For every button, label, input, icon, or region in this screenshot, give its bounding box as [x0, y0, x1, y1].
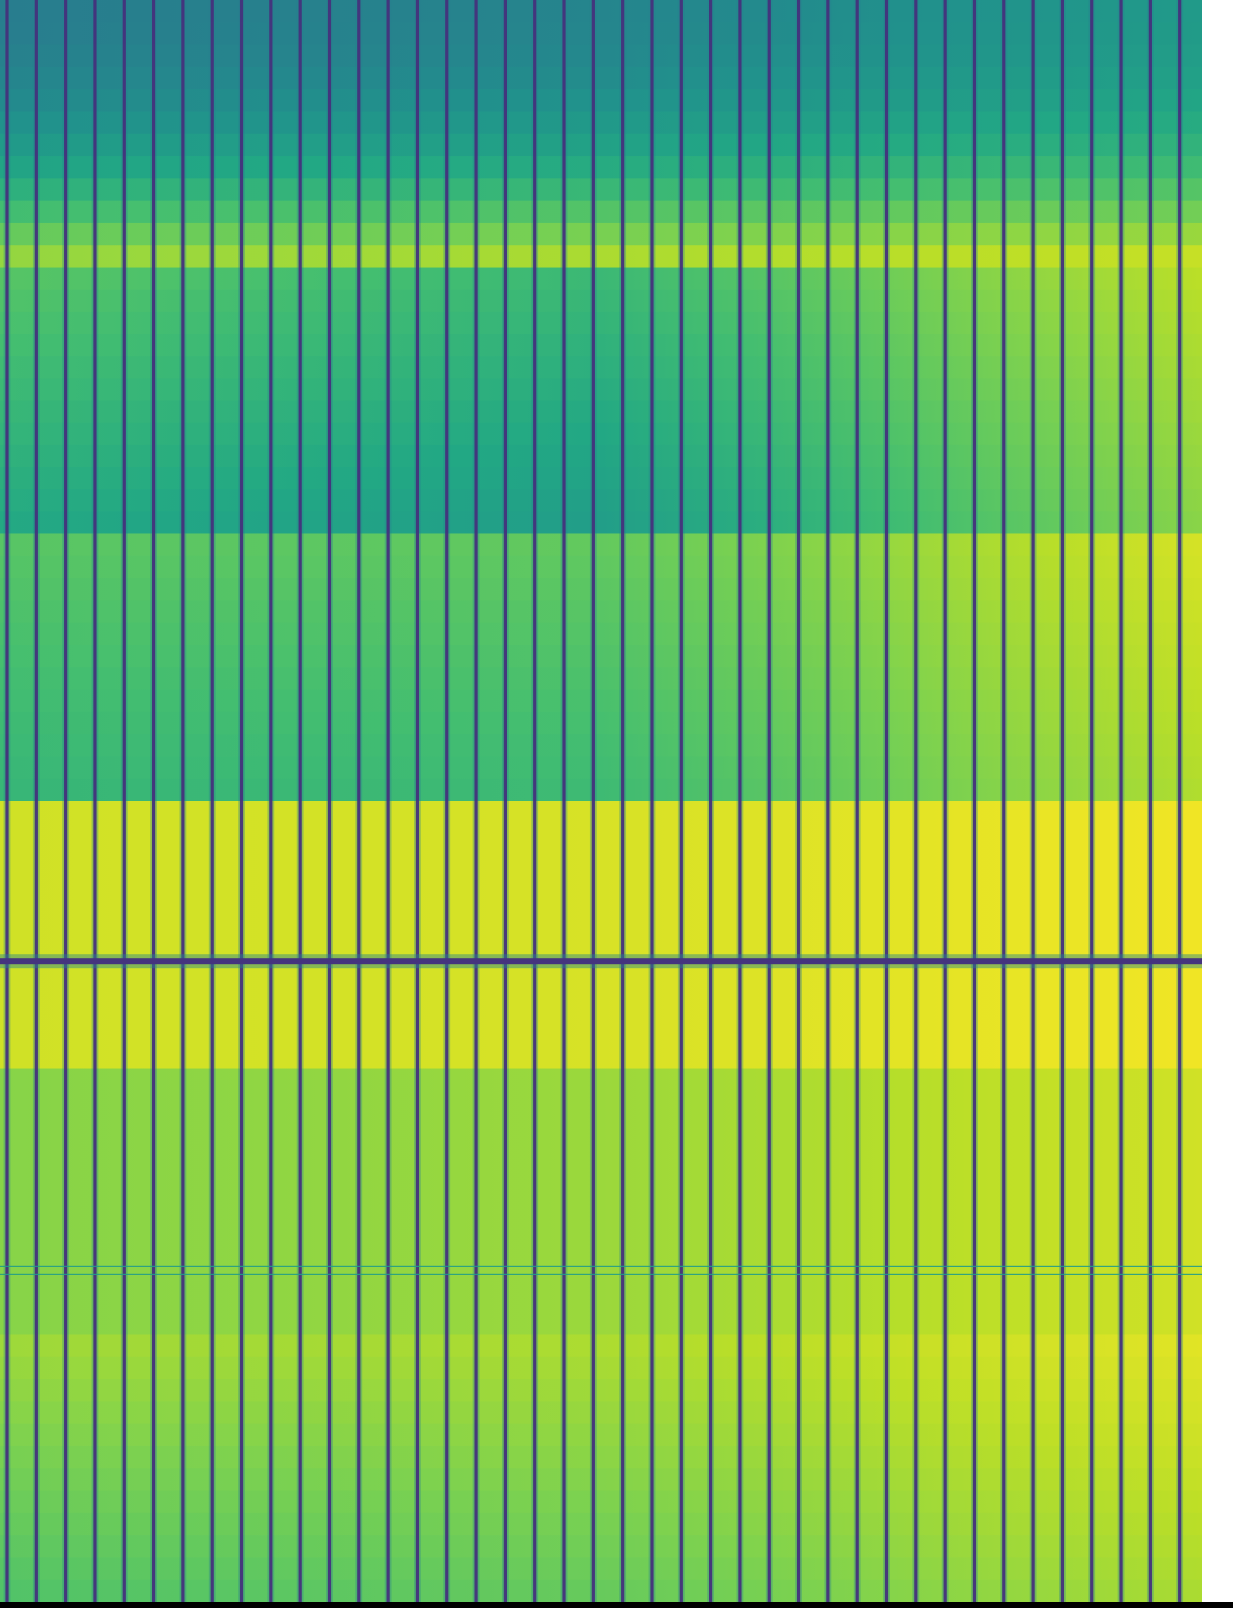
column-minimum-line [181, 0, 185, 1602]
column-minimum-line [1090, 0, 1094, 1602]
column-minimum-line [1060, 0, 1065, 1602]
column-minimum-line [796, 0, 801, 1602]
column-minimum-line [474, 0, 478, 1602]
column-minimum-line [357, 0, 361, 1602]
column-minimum-line [269, 0, 273, 1602]
column-minimum-line [210, 0, 214, 1602]
column-minimum-line [386, 0, 390, 1602]
column-minimum-line [914, 0, 918, 1602]
column-minimum-line [767, 0, 771, 1602]
row-faint-line [0, 1273, 1202, 1275]
column-minimum-line [1002, 0, 1006, 1602]
column-minimum-line [591, 0, 595, 1602]
column-minimum-line [709, 0, 713, 1602]
column-minimum-line [884, 0, 889, 1602]
column-minimum-line [738, 0, 742, 1602]
column-minimum-line [64, 0, 68, 1602]
column-minimum-line [1119, 0, 1123, 1602]
column-minimum-line [415, 0, 420, 1602]
row-faint-line [0, 1265, 1202, 1267]
column-minimum-line [5, 0, 9, 1602]
column-minimum-line [1031, 0, 1035, 1602]
column-minimum-line [298, 0, 302, 1602]
column-minimum-line [972, 0, 977, 1602]
column-minimum-line [621, 0, 625, 1602]
column-minimum-line [1148, 0, 1152, 1602]
column-minimum-line [122, 0, 126, 1602]
column-minimum-line [34, 0, 38, 1602]
column-minimum-line [679, 0, 683, 1602]
column-minimum-line [151, 0, 156, 1602]
column-minimum-line [855, 0, 859, 1602]
plot-bottom-border [0, 1602, 1233, 1608]
row-minimum-line [0, 958, 1202, 965]
column-minimum-line [93, 0, 97, 1602]
column-minimum-line [943, 0, 947, 1602]
column-minimum-line [826, 0, 830, 1602]
column-minimum-line [562, 0, 566, 1602]
column-minimum-line [327, 0, 332, 1602]
column-minimum-line [239, 0, 244, 1602]
column-minimum-line [1178, 0, 1182, 1602]
column-minimum-line [650, 0, 654, 1602]
column-minimum-line [503, 0, 507, 1602]
column-minimum-line [533, 0, 537, 1602]
column-minimum-line [445, 0, 449, 1602]
